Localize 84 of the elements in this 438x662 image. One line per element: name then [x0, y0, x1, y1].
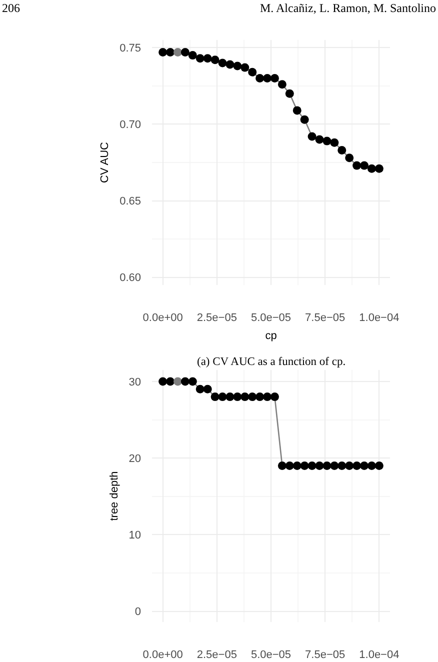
x-tick-label: 0.0e+00 [142, 649, 183, 661]
x-tick-label: 7.5e−05 [305, 312, 346, 324]
point [345, 461, 354, 470]
point [248, 392, 257, 402]
x-axis-title: cp [265, 330, 277, 342]
point [210, 392, 220, 402]
point [233, 62, 242, 70]
point [300, 461, 309, 470]
y-axis-title: CV AUC [99, 142, 112, 183]
point [180, 48, 190, 56]
point [315, 135, 324, 144]
point [360, 161, 368, 170]
point [248, 68, 257, 76]
point [374, 461, 384, 470]
text: M. Alcañiz, L. Ramon, M. Santolino [260, 1, 436, 15]
point [315, 461, 324, 470]
y-tick-label: 0 [134, 606, 141, 618]
point [174, 48, 182, 56]
point [338, 461, 346, 470]
point [285, 89, 294, 98]
y-tick-label: 20 [128, 452, 141, 465]
point [322, 461, 332, 470]
x-tick-label: 2.5e−05 [196, 649, 237, 661]
point [308, 132, 316, 141]
point [300, 115, 309, 124]
point [188, 377, 197, 386]
point [174, 377, 182, 386]
point [256, 392, 264, 402]
point [367, 164, 376, 173]
point [367, 461, 376, 470]
point [374, 164, 384, 173]
point [196, 384, 204, 394]
y-axis-title: tree depth [108, 471, 120, 521]
point [158, 48, 168, 56]
point [270, 392, 279, 402]
point [188, 51, 197, 60]
point [292, 106, 302, 115]
point [352, 461, 362, 470]
point [345, 154, 354, 162]
point [338, 146, 346, 154]
point [166, 377, 175, 386]
y-tick-label: 0.75 [120, 42, 141, 55]
point [270, 74, 279, 83]
point [180, 377, 190, 386]
point [203, 54, 212, 63]
point [360, 461, 368, 470]
x-tick-label: 1.0e−04 [359, 312, 400, 324]
y-tick-label: 30 [128, 376, 141, 388]
text: 206 [2, 1, 20, 15]
point [285, 461, 294, 470]
point [263, 392, 272, 402]
x-tick-label: 7.5e−05 [305, 649, 346, 661]
point [226, 60, 234, 69]
point [263, 74, 272, 83]
point [330, 138, 339, 147]
point [278, 80, 286, 89]
point [226, 392, 234, 402]
point [218, 392, 227, 402]
point [166, 48, 175, 56]
point [196, 54, 204, 63]
point [278, 461, 286, 470]
point [203, 384, 212, 394]
y-tick-label: 0.70 [120, 119, 141, 132]
x-tick-label: 5.0e−05 [250, 312, 292, 324]
point [330, 461, 339, 470]
x-tick-label: 1.0e−04 [359, 649, 400, 661]
point [292, 461, 302, 470]
point [322, 136, 332, 146]
x-tick-label: 0.0e+00 [142, 312, 183, 324]
point [240, 63, 250, 72]
point [256, 74, 264, 83]
point [352, 161, 362, 170]
point [233, 392, 242, 402]
point [240, 392, 250, 402]
point [218, 58, 227, 68]
x-tick-label: 5.0e−05 [250, 649, 292, 661]
point [158, 377, 168, 386]
x-tick-label: 2.5e−05 [196, 312, 237, 324]
point [308, 461, 316, 470]
text: (a) CV AUC as a function of cp. [197, 356, 346, 368]
point [210, 56, 220, 64]
y-tick-label: 10 [128, 530, 141, 542]
y-tick-label: 0.65 [120, 196, 141, 208]
y-tick-label: 0.60 [120, 272, 141, 284]
